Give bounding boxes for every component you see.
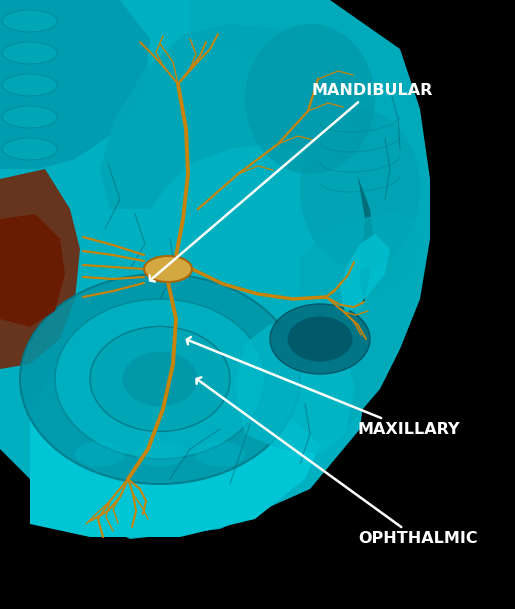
Ellipse shape: [3, 138, 58, 160]
Polygon shape: [0, 169, 80, 369]
Polygon shape: [235, 324, 355, 454]
Polygon shape: [190, 0, 430, 444]
Text: MAXILLARY: MAXILLARY: [187, 337, 460, 437]
Ellipse shape: [135, 442, 185, 466]
Text: OPHTHALMIC: OPHTHALMIC: [197, 378, 477, 546]
Polygon shape: [300, 211, 420, 304]
Ellipse shape: [3, 106, 58, 128]
Ellipse shape: [144, 256, 192, 282]
Polygon shape: [0, 0, 150, 169]
Polygon shape: [340, 234, 390, 314]
Polygon shape: [100, 24, 358, 209]
Ellipse shape: [3, 10, 58, 32]
Ellipse shape: [123, 351, 197, 406]
Polygon shape: [30, 354, 325, 537]
Ellipse shape: [245, 24, 375, 174]
Ellipse shape: [287, 317, 352, 362]
Ellipse shape: [75, 442, 125, 466]
Ellipse shape: [90, 326, 230, 432]
Ellipse shape: [3, 42, 58, 64]
Ellipse shape: [300, 109, 420, 269]
Ellipse shape: [20, 274, 300, 484]
Text: MANDIBULAR: MANDIBULAR: [150, 83, 433, 281]
Polygon shape: [0, 214, 65, 327]
Ellipse shape: [270, 304, 370, 374]
Ellipse shape: [195, 442, 245, 466]
Ellipse shape: [55, 299, 265, 459]
Polygon shape: [0, 0, 370, 539]
Ellipse shape: [3, 74, 58, 96]
